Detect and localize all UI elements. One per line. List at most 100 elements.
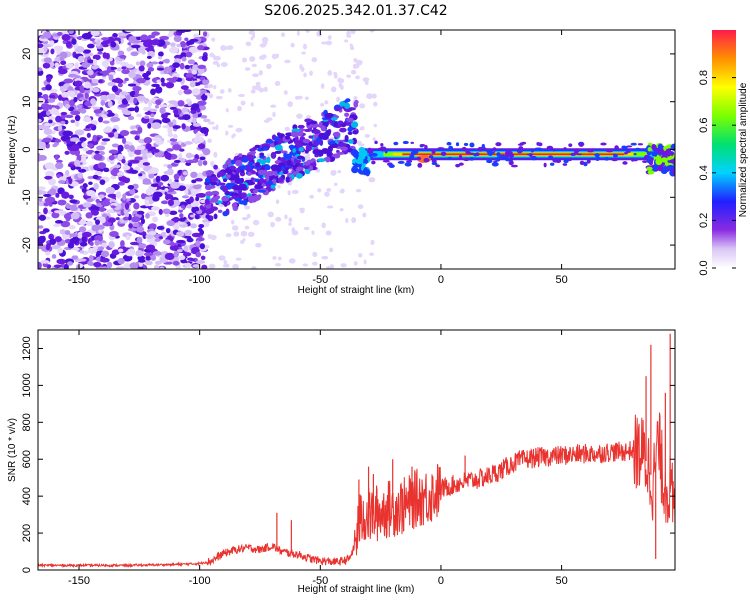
noise-blob-faint bbox=[252, 219, 260, 226]
noise-blob bbox=[38, 225, 44, 229]
noise-blob bbox=[43, 193, 52, 198]
chirp-blob bbox=[333, 121, 338, 128]
snr-y-ticks: 0 200 400 600 800 1000 1200 bbox=[21, 336, 675, 573]
noise-blob-faint bbox=[247, 231, 255, 237]
noise-blob bbox=[70, 110, 81, 116]
noise-blob bbox=[38, 67, 43, 72]
tone-edge-blob bbox=[486, 159, 493, 164]
noise-blob bbox=[146, 62, 154, 68]
noise-blob bbox=[97, 224, 105, 230]
noise-blob bbox=[89, 241, 94, 246]
noise-blob-faint bbox=[288, 222, 292, 227]
noise-blob-faint bbox=[299, 207, 305, 211]
tone-edge-blob bbox=[371, 160, 376, 165]
noise-blob bbox=[173, 159, 181, 163]
noise-blob bbox=[168, 100, 178, 104]
noise-blob bbox=[160, 77, 165, 83]
noise-blob bbox=[100, 200, 111, 207]
chirp-blob bbox=[234, 177, 242, 185]
tone-end-blob bbox=[657, 143, 663, 150]
noise-blob-faint bbox=[353, 58, 358, 63]
x-tick-label: -50 bbox=[312, 575, 328, 587]
noise-blob bbox=[172, 260, 180, 266]
noise-blob bbox=[169, 242, 175, 247]
y-tick-label: 800 bbox=[21, 413, 33, 431]
noise-blob bbox=[185, 262, 192, 269]
noise-blob bbox=[63, 78, 74, 84]
noise-blob bbox=[137, 45, 146, 54]
noise-blob-faint bbox=[204, 92, 210, 96]
noise-blob bbox=[127, 107, 136, 112]
tone-edge-blob bbox=[508, 160, 514, 166]
x-tick-label: -100 bbox=[189, 575, 211, 587]
noise-blob bbox=[44, 162, 55, 170]
noise-blob bbox=[190, 188, 199, 195]
noise-blob bbox=[99, 216, 106, 224]
noise-blob-faint bbox=[222, 263, 230, 268]
noise-blob-faint bbox=[370, 239, 375, 245]
noise-blob bbox=[77, 172, 84, 179]
tone-edge-blob bbox=[642, 160, 648, 164]
tone-edge-blob bbox=[573, 151, 579, 155]
noise-blob bbox=[165, 228, 171, 234]
noise-blob bbox=[109, 230, 119, 237]
y-tick-label: 0 bbox=[21, 567, 33, 573]
noise-blob bbox=[145, 213, 150, 219]
noise-blob bbox=[137, 160, 146, 168]
noise-blob-faint bbox=[312, 251, 318, 257]
tone-edge-blob bbox=[583, 161, 588, 167]
tone-edge-blob bbox=[458, 154, 463, 160]
noise-blob bbox=[151, 83, 160, 88]
noise-blob bbox=[117, 78, 124, 84]
chirp-blob bbox=[238, 186, 248, 190]
noise-blob bbox=[76, 258, 87, 262]
chirp-blob bbox=[317, 158, 326, 163]
noise-blob-faint bbox=[218, 255, 226, 261]
chirp-blob bbox=[210, 176, 218, 182]
noise-blob-faint bbox=[360, 125, 365, 131]
noise-blob bbox=[100, 91, 110, 96]
tone-end-blob bbox=[672, 168, 675, 176]
chirp-blob bbox=[295, 173, 303, 179]
chirp-blob bbox=[296, 155, 305, 160]
tone-edge-blob bbox=[424, 144, 428, 150]
noise-blob-faint bbox=[339, 208, 344, 212]
noise-blob bbox=[174, 54, 183, 60]
noise-blob bbox=[145, 260, 153, 266]
noise-blob bbox=[45, 84, 52, 91]
noise-blob bbox=[117, 248, 124, 253]
noise-blob bbox=[159, 104, 168, 108]
noise-blob bbox=[74, 119, 80, 127]
noise-blob bbox=[53, 264, 62, 269]
chirp-blob bbox=[329, 143, 339, 148]
noise-blob bbox=[158, 236, 163, 240]
noise-blob bbox=[117, 171, 124, 176]
noise-blob bbox=[46, 110, 51, 116]
noise-blob-faint bbox=[355, 75, 360, 80]
noise-blob-faint bbox=[373, 123, 377, 128]
noise-blob bbox=[45, 243, 51, 251]
noise-blob-faint bbox=[311, 57, 318, 63]
noise-blob bbox=[86, 132, 91, 138]
tone-edge-blob bbox=[487, 151, 494, 157]
noise-blob-faint bbox=[355, 59, 363, 66]
chirp-blob bbox=[273, 140, 279, 146]
noise-blob-faint bbox=[349, 45, 355, 51]
noise-blob bbox=[164, 213, 170, 218]
chirp-blob bbox=[294, 166, 304, 172]
noise-blob bbox=[199, 76, 205, 82]
noise-blob bbox=[128, 71, 137, 79]
chirp-blob bbox=[250, 150, 257, 155]
noise-blob bbox=[57, 68, 68, 75]
noise-blob bbox=[74, 159, 81, 166]
noise-blob bbox=[192, 64, 200, 71]
noise-blob bbox=[81, 32, 92, 40]
noise-blob bbox=[200, 255, 206, 260]
chirp-blob bbox=[304, 149, 309, 154]
chirp-blob bbox=[344, 102, 351, 109]
noise-blob bbox=[43, 202, 50, 207]
chirp-blob bbox=[223, 178, 228, 183]
noise-blob bbox=[117, 98, 123, 105]
noise-blob bbox=[48, 178, 56, 186]
noise-blob bbox=[110, 41, 117, 48]
